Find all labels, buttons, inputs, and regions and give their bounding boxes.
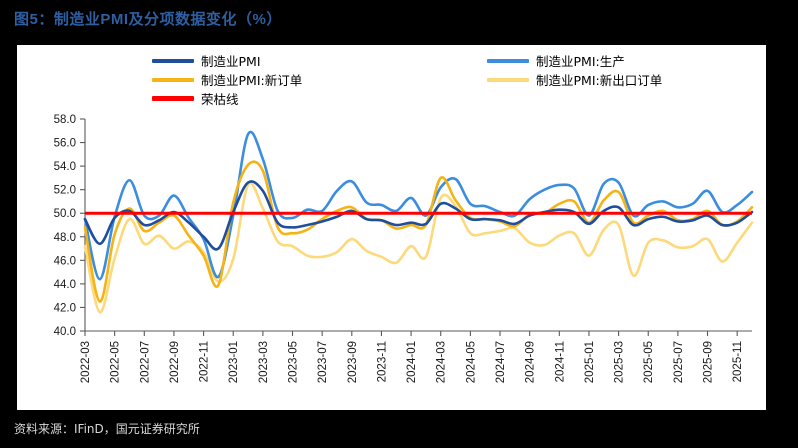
legend-label-reference-line: 荣枯线 <box>201 92 239 107</box>
legend-item-new-export-orders: 制造业PMI:新出口订单 <box>487 70 662 89</box>
legend-label-manufacturing-pmi: 制造业PMI <box>201 54 261 69</box>
x-tick-label: 2022-03 <box>80 341 92 383</box>
y-tick-label: 44.0 <box>54 279 76 291</box>
x-tick-label: 2025-03 <box>614 341 626 383</box>
legend-item-production: 制造业PMI:生产 <box>487 51 662 70</box>
legend-item-reference-line: 荣枯线 <box>152 89 302 108</box>
x-tick-label: 2025-07 <box>673 341 685 383</box>
x-tick-label: 2023-11 <box>376 341 388 382</box>
y-tick-label: 46.0 <box>54 255 76 267</box>
pmi-line-chart: 40.0 42.0 44.0 46.0 48.0 50.0 52.0 54.0 56.0 58.0… <box>54 114 754 383</box>
legend-swatch-reference-line <box>152 96 194 101</box>
y-tick-label: 56.0 <box>54 138 76 150</box>
x-tick-label: 2025-11 <box>732 341 744 382</box>
x-tick-label: 2024-03 <box>436 341 448 383</box>
y-tick-label: 50.0 <box>54 208 76 220</box>
y-tick-label: 42.0 <box>54 302 76 314</box>
series-line <box>83 180 754 251</box>
x-tick-label: 2025-05 <box>643 341 655 383</box>
source-note: 资料来源：IFinD，国元证券研究所 <box>14 422 200 436</box>
x-tick-label: 2024-05 <box>465 341 477 383</box>
legend-item-new-orders: 制造业PMI:新订单 <box>152 70 302 89</box>
legend-label-new-export-orders: 制造业PMI:新出口订单 <box>536 73 663 88</box>
x-tick-label: 2024-01 <box>406 341 418 383</box>
x-tick-label: 2024-11 <box>554 341 566 382</box>
plot-area: 40.0 42.0 44.0 46.0 48.0 50.0 52.0 54.0 56.0 58.0… <box>17 113 766 403</box>
x-tick-label: 2022-09 <box>169 341 181 383</box>
legend-column-left: 制造业PMI 制造业PMI:新订单 荣枯线 <box>152 51 302 108</box>
x-tick-label: 2022-11 <box>199 341 211 382</box>
y-tick-label: 48.0 <box>54 232 76 244</box>
x-tick-label: 2023-05 <box>288 341 300 383</box>
figure-title: 图5：制造业PMI及分项数据变化（%） <box>14 11 282 28</box>
series-line <box>83 160 754 303</box>
x-tick-label: 2022-07 <box>139 341 151 383</box>
legend-swatch-manufacturing-pmi <box>152 58 194 63</box>
chart-legend: 制造业PMI 制造业PMI:新订单 荣枯线 制造业PMI:生产 <box>17 51 766 113</box>
x-tick-label: 2024-09 <box>525 341 537 383</box>
legend-swatch-production <box>487 58 529 63</box>
x-tick-label: 2023-07 <box>317 341 329 383</box>
legend-swatch-new-orders <box>152 77 194 82</box>
legend-label-production: 制造业PMI:生产 <box>536 54 625 69</box>
x-tick-label: 2023-01 <box>228 341 240 383</box>
y-tick-label: 58.0 <box>54 114 76 126</box>
x-tick-label: 2024-07 <box>495 341 507 383</box>
chart-panel: 制造业PMI 制造业PMI:新订单 荣枯线 制造业PMI:生产 <box>17 45 766 410</box>
legend-label-new-orders: 制造业PMI:新订单 <box>201 73 303 88</box>
x-tick-label: 2023-03 <box>258 341 270 383</box>
legend-column-right: 制造业PMI:生产 制造业PMI:新出口订单 <box>487 51 662 89</box>
x-tick-label: 2023-09 <box>347 341 359 383</box>
series-line <box>83 130 754 281</box>
y-tick-label: 54.0 <box>54 161 76 173</box>
x-tick-label: 2025-01 <box>584 341 596 383</box>
y-tick-label: 40.0 <box>54 326 76 338</box>
legend-item-manufacturing-pmi: 制造业PMI <box>152 51 302 70</box>
x-tick-label: 2022-05 <box>110 341 122 383</box>
y-tick-label: 52.0 <box>54 185 76 197</box>
legend-swatch-new-export-orders <box>487 77 529 82</box>
x-tick-label: 2025-09 <box>703 341 715 383</box>
